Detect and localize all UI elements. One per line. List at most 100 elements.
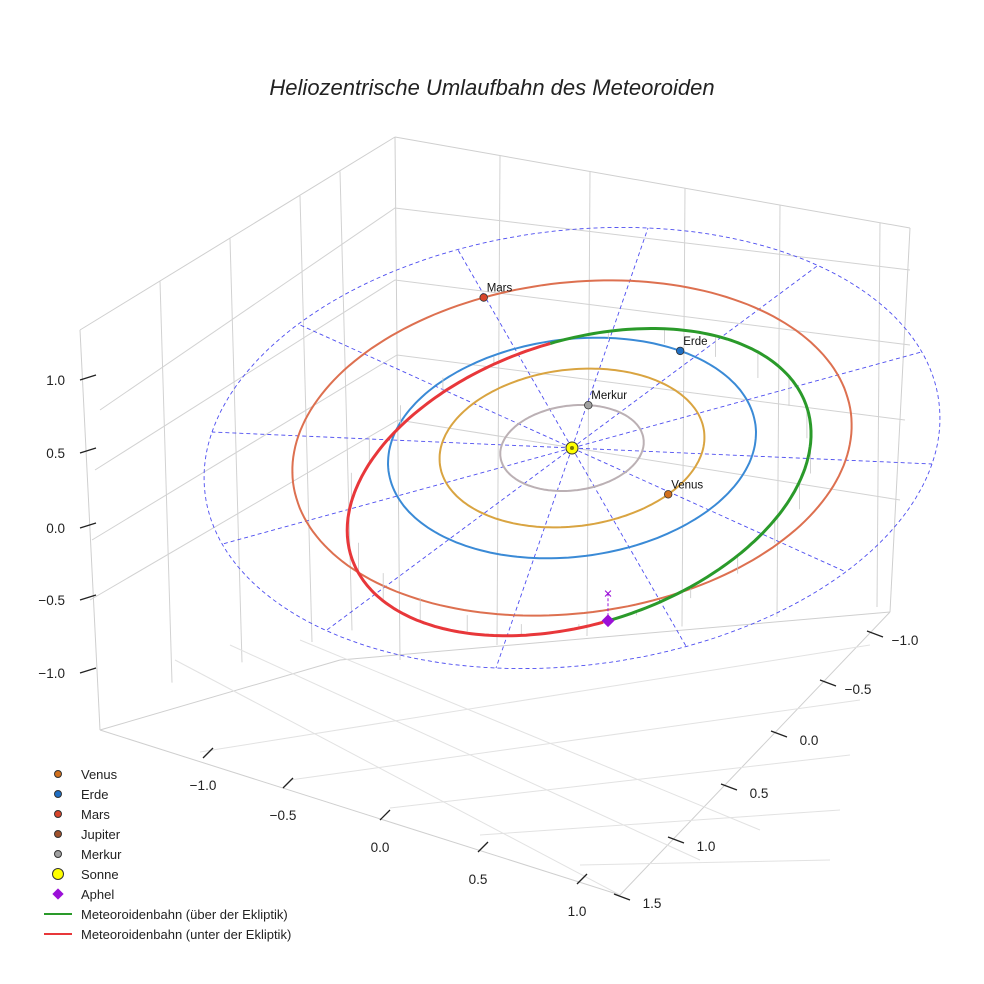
z-tick-mark [79,374,97,381]
legend-marker [38,790,78,798]
x-tick-mark [379,809,391,821]
pane-gridline [681,188,686,627]
legend-label: Jupiter [81,826,121,842]
aphelion-projection-x: × [604,585,613,602]
legend-marker [38,868,78,880]
legend-label: Mars [81,806,110,822]
orbit-venus [438,367,706,529]
legend-swatch [44,913,72,915]
legend-label: Meteoroidenbahn (unter der Ekliptik) [81,926,292,942]
pane-edge [79,136,396,331]
z-tick-label: 1.0 [46,373,65,388]
legend-label: Venus [81,766,118,782]
legend-marker [38,830,78,838]
x-tick-label: 1.0 [568,904,587,919]
z-tick-label: 0.0 [46,521,65,536]
y-tick-mark [819,679,837,687]
y-tick-mark [866,630,884,638]
ecliptic-grid-spoke [222,447,573,545]
floor-gridline [289,699,861,781]
ecliptic-grid-spoke [571,265,819,449]
legend-swatch [52,868,64,880]
y-tick-label: 0.0 [800,733,819,748]
legend-swatch [54,810,62,818]
ecliptic-grid-spoke [571,351,922,449]
legend-item: Aphel [38,884,291,904]
legend-item: Venus [38,764,291,784]
axis-panes [79,136,911,896]
planet-marker-erde [676,346,685,356]
legend-swatch [54,770,62,778]
legend-marker [38,888,78,900]
orbit-mars [291,279,853,617]
floor-gridline [579,859,831,866]
y-tick-label: −1.0 [892,633,919,648]
legend-marker [38,770,78,778]
pane-edge [79,329,101,731]
legend-label: Meteoroidenbahn (über der Ekliptik) [81,906,288,922]
planet-label-mars: Mars [487,283,513,295]
pane-edge [394,136,911,229]
x-tick-mark [282,777,294,789]
x-tick-mark [202,747,214,759]
ecliptic-grid-spoke [495,447,573,669]
x-tick-mark [477,841,489,853]
pane-gridline [876,222,881,608]
pane-edge [889,227,911,613]
meteoroid-orbit-below [345,342,604,638]
legend-marker [38,810,78,818]
z-tick-mark [79,667,97,674]
orbit-erde [386,336,758,560]
x-tick-label: 0.0 [371,840,390,855]
z-tick-label: −0.5 [38,593,65,608]
floor-gridline [229,644,701,861]
ecliptic-grid-spoke [571,227,649,449]
z-tick-mark [79,522,97,529]
planet-label-merkur: Merkur [591,390,627,402]
y-tick-label: 0.5 [750,786,769,801]
legend-item: Meteoroidenbahn (unter der Ekliptik) [38,924,291,944]
axis-ticks: 1.0 0.5 0.0 −0.5 −1.0 −1.0 −0.5 0.0 0.5 1.0 −1.0 −0… [38,373,918,919]
meteoroid-orbit-above [549,327,813,623]
legend-marker [38,933,78,935]
x-tick-label: −0.5 [270,808,297,823]
legend: Venus Erde Mars Jupiter Merkur Sonne Aphel Mete… [38,764,291,944]
legend-swatch [54,790,62,798]
pane-edge [99,729,621,896]
pane-gridline [159,281,173,683]
z-tick-mark [79,594,97,601]
legend-swatch [44,933,72,935]
planet-marker-merkur [584,401,593,410]
legend-swatch [52,888,64,900]
z-tick-label: −1.0 [38,666,65,681]
z-tick-label: 0.5 [46,446,65,461]
legend-label: Aphel [81,886,115,902]
pane-gridline [229,238,243,663]
floor-gridline [299,639,761,831]
legend-item: Sonne [38,864,291,884]
pane-edge [619,611,891,896]
y-tick-mark [720,783,738,791]
ecliptic-grid-spoke [325,447,573,631]
legend-label: Merkur [81,846,122,862]
legend-item: Mars [38,804,291,824]
y-tick-mark [770,730,788,738]
legend-item: Erde [38,784,291,804]
pane-gridline [776,205,781,618]
pane-background [80,137,910,730]
planet-label-erde: Erde [683,336,707,348]
planet-marker-mars [479,293,488,302]
planet-markers: Merkur Venus Erde Mars [479,283,707,499]
floor-gridline [389,754,851,809]
legend-swatch [54,830,62,838]
pane-edge [99,659,341,731]
pane-gridline [496,155,501,646]
pane-edge [394,136,401,661]
y-tick-label: −0.5 [845,682,872,697]
x-tick-label: −1.0 [190,778,217,793]
legend-item: Meteoroidenbahn (über der Ekliptik) [38,904,291,924]
orbit-merkur [499,404,645,492]
legend-marker [38,850,78,858]
x-tick-mark [576,873,588,885]
